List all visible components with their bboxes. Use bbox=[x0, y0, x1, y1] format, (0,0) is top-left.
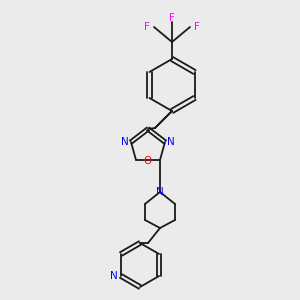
Text: N: N bbox=[121, 137, 129, 147]
Text: N: N bbox=[167, 137, 175, 147]
Text: F: F bbox=[194, 22, 200, 32]
Text: N: N bbox=[156, 187, 164, 197]
Text: F: F bbox=[144, 22, 150, 32]
Text: O: O bbox=[144, 156, 152, 166]
Text: F: F bbox=[169, 13, 175, 23]
Text: N: N bbox=[110, 271, 118, 281]
